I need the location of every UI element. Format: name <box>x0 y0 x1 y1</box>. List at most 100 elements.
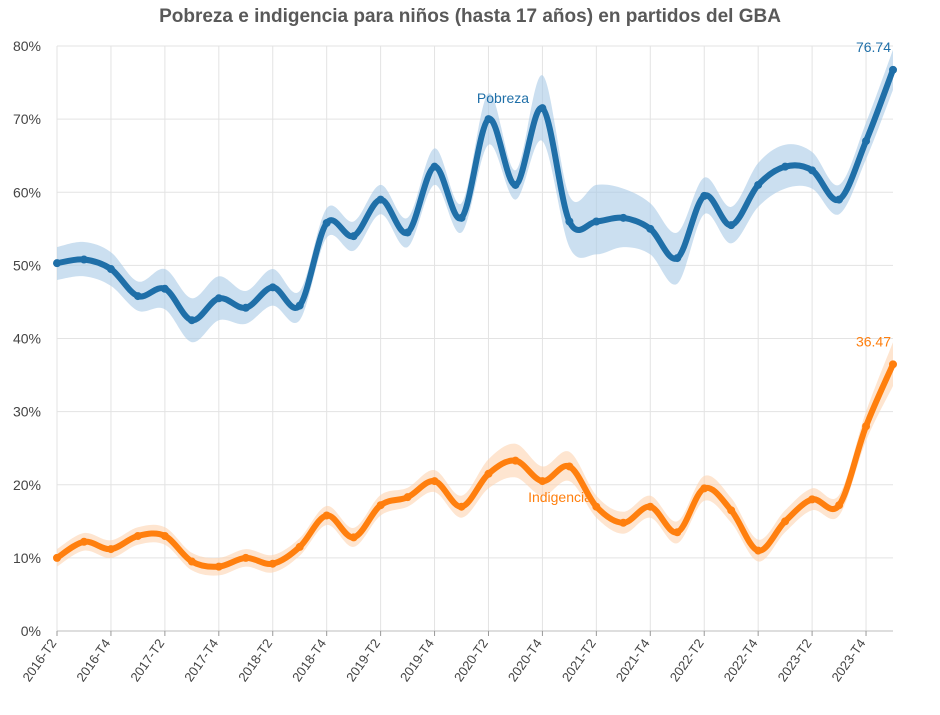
pobreza-point <box>646 224 655 233</box>
y-tick-label: 70% <box>13 111 41 127</box>
x-tick-label: 2016-T2 <box>19 636 59 684</box>
indigencia-point <box>619 518 628 527</box>
indigencia-series-label: Indigencia <box>528 489 592 505</box>
y-tick-label: 10% <box>13 550 41 566</box>
indigencia-point <box>214 562 223 571</box>
pobreza-end-label: 76.74 <box>856 39 891 55</box>
indigencia-point <box>133 531 142 540</box>
pobreza-point <box>430 162 439 171</box>
x-tick-label: 2022-T4 <box>721 636 761 684</box>
x-axis: 2016-T2 2016-T4 2017-T2 2017-T4 2018-T2 2018-… <box>19 631 868 684</box>
chart-title: Pobreza e indigencia para niños (hasta 1… <box>159 6 781 27</box>
pobreza-point <box>133 292 142 301</box>
x-tick-label: 2021-T4 <box>613 636 653 684</box>
pobreza-point <box>835 195 844 204</box>
pobreza-point <box>673 254 682 263</box>
pobreza-point <box>53 259 61 268</box>
pobreza-point <box>862 137 871 146</box>
indigencia-end-label: 36.47 <box>856 333 891 349</box>
pobreza-point <box>214 294 223 303</box>
indigencia-point <box>565 462 574 471</box>
indigencia-point <box>646 502 655 511</box>
indigencia-point <box>106 545 115 554</box>
y-tick-label: 30% <box>13 404 41 420</box>
pobreza-point <box>322 218 331 227</box>
indigencia-point <box>889 360 897 369</box>
indigencia-point <box>403 493 412 502</box>
pobreza-point <box>403 228 412 237</box>
pobreza-point <box>295 301 304 310</box>
pobreza-point <box>106 265 115 274</box>
pobreza-point <box>808 166 817 175</box>
x-tick-label: 2016-T4 <box>73 636 113 684</box>
series-points <box>53 65 897 571</box>
pobreza-point <box>241 303 250 312</box>
indigencia-point <box>349 533 358 542</box>
x-tick-label: 2023-T2 <box>774 636 814 684</box>
indigencia-band <box>57 342 893 576</box>
pobreza-point <box>484 115 493 124</box>
indigencia-point <box>376 501 385 510</box>
indigencia-point <box>808 495 817 504</box>
x-tick-label: 2023-T4 <box>828 636 868 684</box>
y-tick-label: 50% <box>13 257 41 273</box>
x-tick-label: 2020-T4 <box>505 636 545 684</box>
indigencia-point <box>835 501 844 510</box>
pobreza-point <box>700 191 709 200</box>
indigencia-point <box>430 477 439 486</box>
indigencia-point <box>592 502 601 511</box>
y-tick-label: 0% <box>21 623 41 639</box>
pobreza-point <box>268 283 277 292</box>
pobreza-point <box>727 221 736 230</box>
pobreza-point <box>565 217 574 226</box>
x-tick-label: 2018-T2 <box>235 636 275 684</box>
indigencia-point <box>187 557 196 566</box>
indigencia-point <box>322 511 331 520</box>
indigencia-point <box>727 506 736 515</box>
indigencia-point <box>538 477 547 486</box>
pobreza-point <box>79 255 88 264</box>
confidence-bands <box>57 49 893 576</box>
x-tick-label: 2020-T2 <box>451 636 491 684</box>
indigencia-point <box>862 422 871 431</box>
x-tick-label: 2019-T4 <box>397 636 437 684</box>
pobreza-point <box>754 180 763 189</box>
pobreza-point <box>592 217 601 226</box>
y-tick-label: 40% <box>13 331 41 347</box>
pobreza-point <box>781 162 790 171</box>
pobreza-point <box>511 180 520 189</box>
pobreza-point <box>619 213 628 222</box>
x-tick-label: 2017-T4 <box>181 636 221 684</box>
y-tick-label: 80% <box>13 38 41 54</box>
pobreza-series-label: Pobreza <box>477 90 529 106</box>
x-tick-label: 2019-T2 <box>343 636 383 684</box>
pobreza-point <box>376 195 385 204</box>
indigencia-point <box>673 528 682 537</box>
indigencia-point <box>53 553 61 562</box>
pobreza-line <box>54 66 896 324</box>
x-tick-label: 2022-T2 <box>667 636 707 684</box>
indigencia-point <box>700 484 709 493</box>
indigencia-point <box>754 546 763 555</box>
indigencia-point <box>268 559 277 568</box>
x-tick-label: 2021-T2 <box>559 636 599 684</box>
indigencia-point <box>295 542 304 551</box>
x-tick-label: 2017-T2 <box>127 636 167 684</box>
y-tick-label: 20% <box>13 477 41 493</box>
indigencia-point <box>484 469 493 478</box>
indigencia-point <box>781 517 790 526</box>
pobreza-point <box>187 316 196 325</box>
indigencia-point <box>457 502 466 511</box>
indigencia-point <box>511 456 520 465</box>
pobreza-point <box>160 284 169 293</box>
pobreza-point <box>457 213 466 222</box>
pobreza-point <box>538 104 547 113</box>
pobreza-point <box>349 232 358 241</box>
indigencia-point <box>160 531 169 540</box>
pobreza-band <box>57 49 893 343</box>
indigencia-point <box>241 553 250 562</box>
series-labels: Pobreza 76.74 Indigencia 36.47 <box>477 39 891 505</box>
x-tick-label: 2018-T4 <box>289 636 329 684</box>
